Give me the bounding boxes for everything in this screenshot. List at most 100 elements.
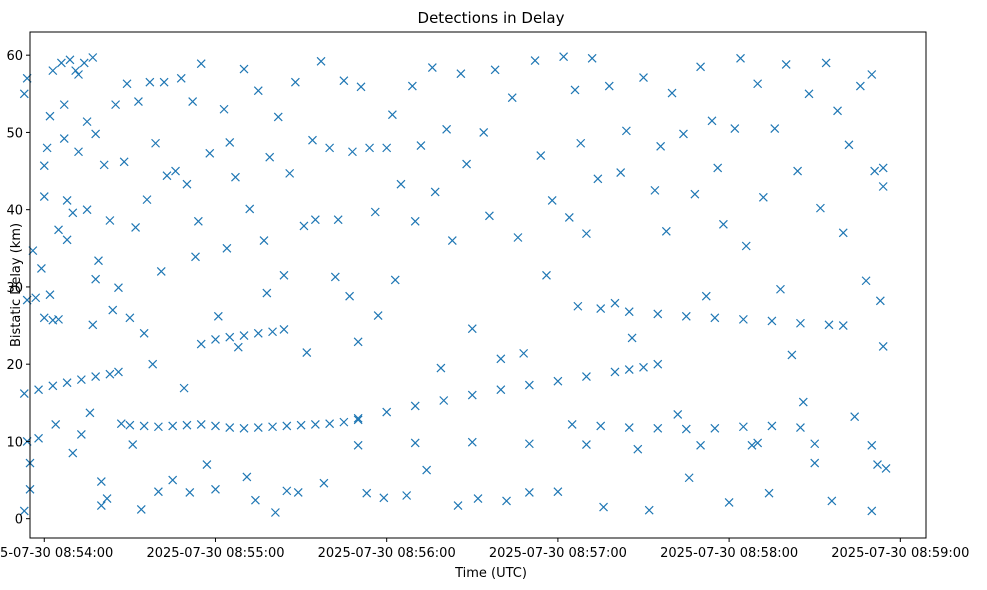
data-point-marker — [861, 276, 871, 286]
data-point-marker — [253, 86, 263, 96]
data-point-marker — [36, 263, 46, 273]
data-point-marker — [416, 141, 426, 150]
data-point-marker — [844, 140, 854, 150]
data-point-marker — [225, 332, 235, 342]
data-point-marker — [650, 185, 660, 195]
data-point-marker — [610, 298, 620, 308]
data-point-marker — [142, 195, 152, 205]
data-point-marker — [473, 494, 483, 504]
data-point-marker — [436, 363, 446, 373]
data-point-marker — [48, 381, 58, 391]
data-point-marker — [781, 60, 791, 69]
data-point-marker — [88, 320, 98, 330]
data-point-marker — [718, 219, 728, 229]
data-point-marker — [410, 401, 420, 411]
data-point-marker — [68, 448, 78, 458]
x-axis: 2025-07-30 08:54:00 2025-07-30 08:55:00 20… — [0, 538, 969, 561]
data-point-marker — [156, 267, 166, 276]
data-point-marker — [182, 179, 192, 189]
data-point-marker — [624, 307, 634, 317]
data-point-marker — [653, 309, 663, 319]
data-point-marker — [644, 505, 654, 515]
data-point-marker — [875, 296, 885, 306]
series-7 — [353, 437, 877, 450]
data-point-marker — [168, 475, 178, 485]
data-point-marker — [402, 491, 412, 500]
data-point-marker — [787, 350, 797, 360]
data-point-marker — [222, 243, 232, 253]
data-point-marker — [88, 53, 98, 62]
data-point-marker — [34, 385, 43, 395]
data-point-marker — [410, 216, 420, 226]
data-point-marker — [570, 85, 580, 95]
data-point-marker — [76, 430, 86, 439]
data-point-marker — [867, 506, 877, 516]
data-point-marker — [681, 424, 691, 434]
data-point-marker — [74, 147, 83, 157]
data-point-marker — [496, 354, 506, 364]
data-point-marker — [536, 151, 546, 161]
data-point-marker — [96, 477, 106, 487]
data-point-marker — [245, 204, 255, 214]
data-point-marker — [767, 421, 777, 431]
x-tick-label: 2025-07-30 08:56:00 — [318, 546, 456, 561]
data-point-marker — [362, 488, 372, 498]
x-tick-label: 2025-07-30 08:55:00 — [146, 546, 284, 561]
data-point-marker — [410, 438, 420, 448]
data-point-marker — [211, 335, 220, 344]
data-point-marker — [153, 487, 163, 497]
data-point-marker — [85, 408, 95, 418]
data-point-marker — [390, 275, 400, 285]
data-point-marker — [105, 369, 115, 379]
data-point-marker — [878, 341, 888, 351]
x-tick-label: 2025-07-30 08:58:00 — [660, 546, 798, 561]
data-point-marker — [65, 55, 75, 65]
data-point-marker — [211, 421, 220, 431]
data-point-marker — [576, 138, 586, 148]
data-point-marker — [108, 305, 118, 315]
data-point-marker — [524, 380, 534, 390]
x-tick-label: 2025-07-30 08:54:00 — [0, 546, 113, 561]
data-point-marker — [684, 473, 694, 483]
data-point-marker — [239, 64, 249, 74]
data-point-marker — [134, 97, 143, 106]
data-point-marker — [724, 498, 734, 507]
data-point-marker — [59, 100, 69, 110]
data-point-marker — [191, 252, 200, 262]
data-point-marker — [176, 73, 186, 83]
data-point-marker — [296, 420, 306, 430]
data-point-marker — [62, 235, 72, 245]
data-point-marker — [681, 311, 691, 321]
data-point-marker — [239, 331, 249, 341]
x-tick-label: 2025-07-30 08:59:00 — [831, 546, 969, 561]
data-point-marker — [168, 421, 178, 431]
data-point-marker — [427, 63, 437, 72]
data-point-marker — [45, 290, 55, 300]
data-point-marker — [838, 321, 848, 330]
data-point-marker — [91, 372, 101, 381]
data-point-marker — [524, 487, 534, 497]
y-tick-label: 60 — [6, 49, 23, 64]
y-tick-label: 0 — [15, 513, 23, 528]
data-point-marker — [382, 143, 392, 153]
data-point-marker — [196, 339, 206, 349]
data-point-marker — [285, 168, 295, 178]
data-point-marker — [308, 135, 317, 145]
data-point-marker — [290, 77, 300, 87]
data-point-marker — [262, 288, 272, 298]
data-point-marker — [624, 365, 634, 375]
data-point-marker — [810, 458, 820, 468]
data-point-marker — [193, 216, 203, 226]
data-point-marker — [710, 423, 720, 433]
data-point-marker — [707, 116, 717, 126]
data-point-marker — [270, 508, 280, 517]
data-point-marker — [102, 494, 112, 504]
data-point-marker — [39, 313, 49, 323]
data-point-marker — [219, 104, 229, 114]
data-point-marker — [356, 82, 366, 92]
data-point-marker — [467, 437, 477, 447]
data-point-marker — [282, 486, 292, 496]
x-tick-label: 2025-07-30 08:57:00 — [489, 546, 627, 561]
chart-title: Detections in Delay — [418, 9, 565, 27]
